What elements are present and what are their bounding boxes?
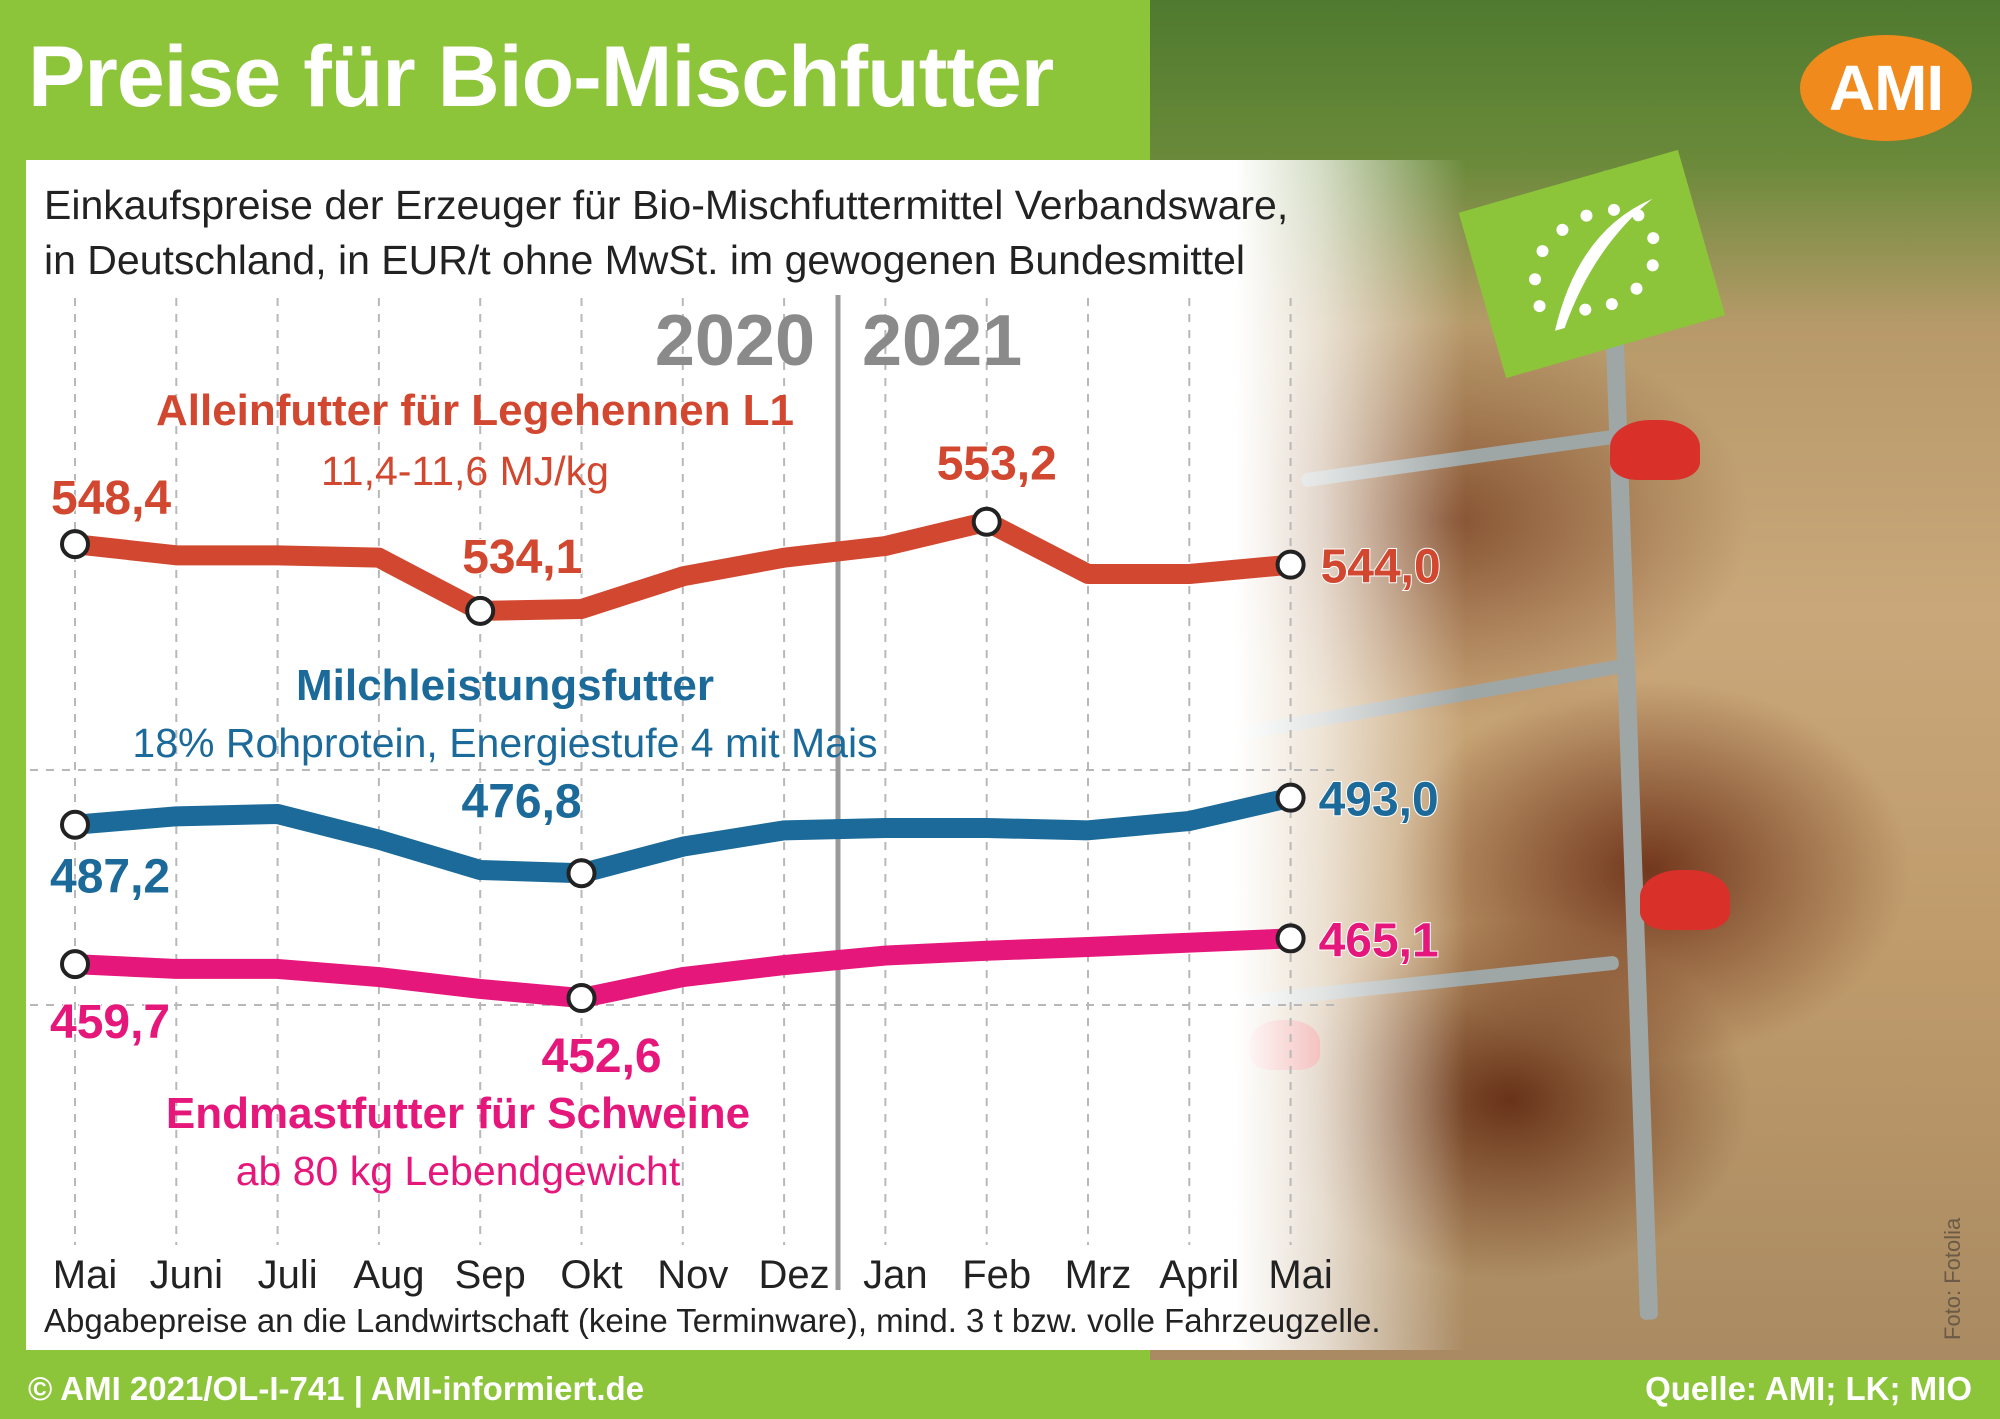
data-point-marker (566, 983, 597, 1014)
page-title: Preise für Bio-Mischfutter (28, 29, 1054, 125)
series-subtitle: ab 80 kg Lebendgewicht (236, 1148, 681, 1194)
x-tick-label: Dez (759, 1253, 830, 1297)
data-point-marker (60, 949, 90, 980)
photo-credit: Foto: Fotolia (1940, 1217, 1965, 1340)
data-value-label: 476,8 (462, 775, 582, 828)
series-subtitle: 18% Rohprotein, Energiestufe 4 mit Mais (132, 720, 877, 766)
series-subtitle: 11,4-11,6 MJ/kg (321, 448, 609, 494)
chicken-comb (1610, 420, 1700, 480)
x-tick-label: Feb (962, 1253, 1031, 1297)
data-value-label: 493,0 (1319, 774, 1439, 827)
x-tick-label: Juli (258, 1253, 318, 1297)
data-point-marker (60, 809, 90, 840)
chart-panel (26, 160, 1466, 1350)
data-point-marker (971, 506, 1002, 537)
data-point-marker (60, 529, 90, 560)
footer-source: Quelle: AMI; LK; MIO (1645, 1370, 1972, 1407)
footer-copyright: © AMI 2021/OL-I-741 | AMI-informiert.de (28, 1370, 645, 1407)
series-title: Endmastfutter für Schweine (166, 1089, 750, 1138)
year-label-2020: 2020 (655, 301, 815, 381)
x-tick-label: Mrz (1065, 1253, 1132, 1297)
subtitle-line-1: Einkaufspreise der Erzeuger für Bio-Misc… (44, 182, 1289, 228)
chicken-comb (1640, 870, 1730, 930)
data-value-label: 452,6 (542, 1030, 662, 1083)
data-point-marker (1275, 782, 1306, 813)
x-tick-label: Mai (53, 1253, 117, 1297)
x-tick-label: April (1159, 1253, 1239, 1297)
x-tick-label: Mai (1268, 1253, 1332, 1297)
data-point-marker (465, 595, 496, 626)
x-tick-label: Nov (657, 1253, 728, 1297)
series-title: Milchleistungsfutter (296, 661, 714, 710)
series-line (65, 928, 1301, 1009)
data-point-marker (566, 858, 597, 889)
series-line (65, 787, 1301, 884)
subtitle-line-2: in Deutschland, in EUR/t ohne MwSt. im g… (44, 237, 1246, 283)
chart-subtitle: Einkaufspreise der Erzeuger für Bio-Misc… (44, 178, 1288, 288)
data-value-label: 487,2 (50, 851, 170, 904)
eu-organic-logo (1458, 149, 1726, 379)
data-value-label: 465,1 (1319, 914, 1439, 967)
x-tick-label: Sep (455, 1253, 526, 1297)
series-title: Alleinfutter für Legehennen L1 (156, 386, 794, 435)
footnote: Abgabepreise an die Landwirtschaft (kein… (44, 1302, 1381, 1339)
series-line (65, 511, 1301, 621)
x-tick-label: Okt (560, 1253, 622, 1297)
x-tick-label: Juni (150, 1253, 223, 1297)
eu-organic-leaf-icon (1529, 198, 1660, 331)
data-value-label: 544,0 (1321, 541, 1441, 594)
data-point-marker (1275, 923, 1306, 954)
data-value-label: 459,7 (50, 996, 170, 1049)
data-point-marker (1275, 549, 1306, 580)
x-tick-label: Aug (353, 1253, 424, 1297)
x-tick-label: Jan (863, 1253, 928, 1297)
data-value-label: 534,1 (462, 531, 582, 584)
year-label-2021: 2021 (862, 301, 1022, 381)
ami-logo: AMI (1800, 35, 1972, 141)
data-value-label: 553,2 (937, 438, 1057, 491)
data-value-label: 548,4 (51, 472, 171, 525)
